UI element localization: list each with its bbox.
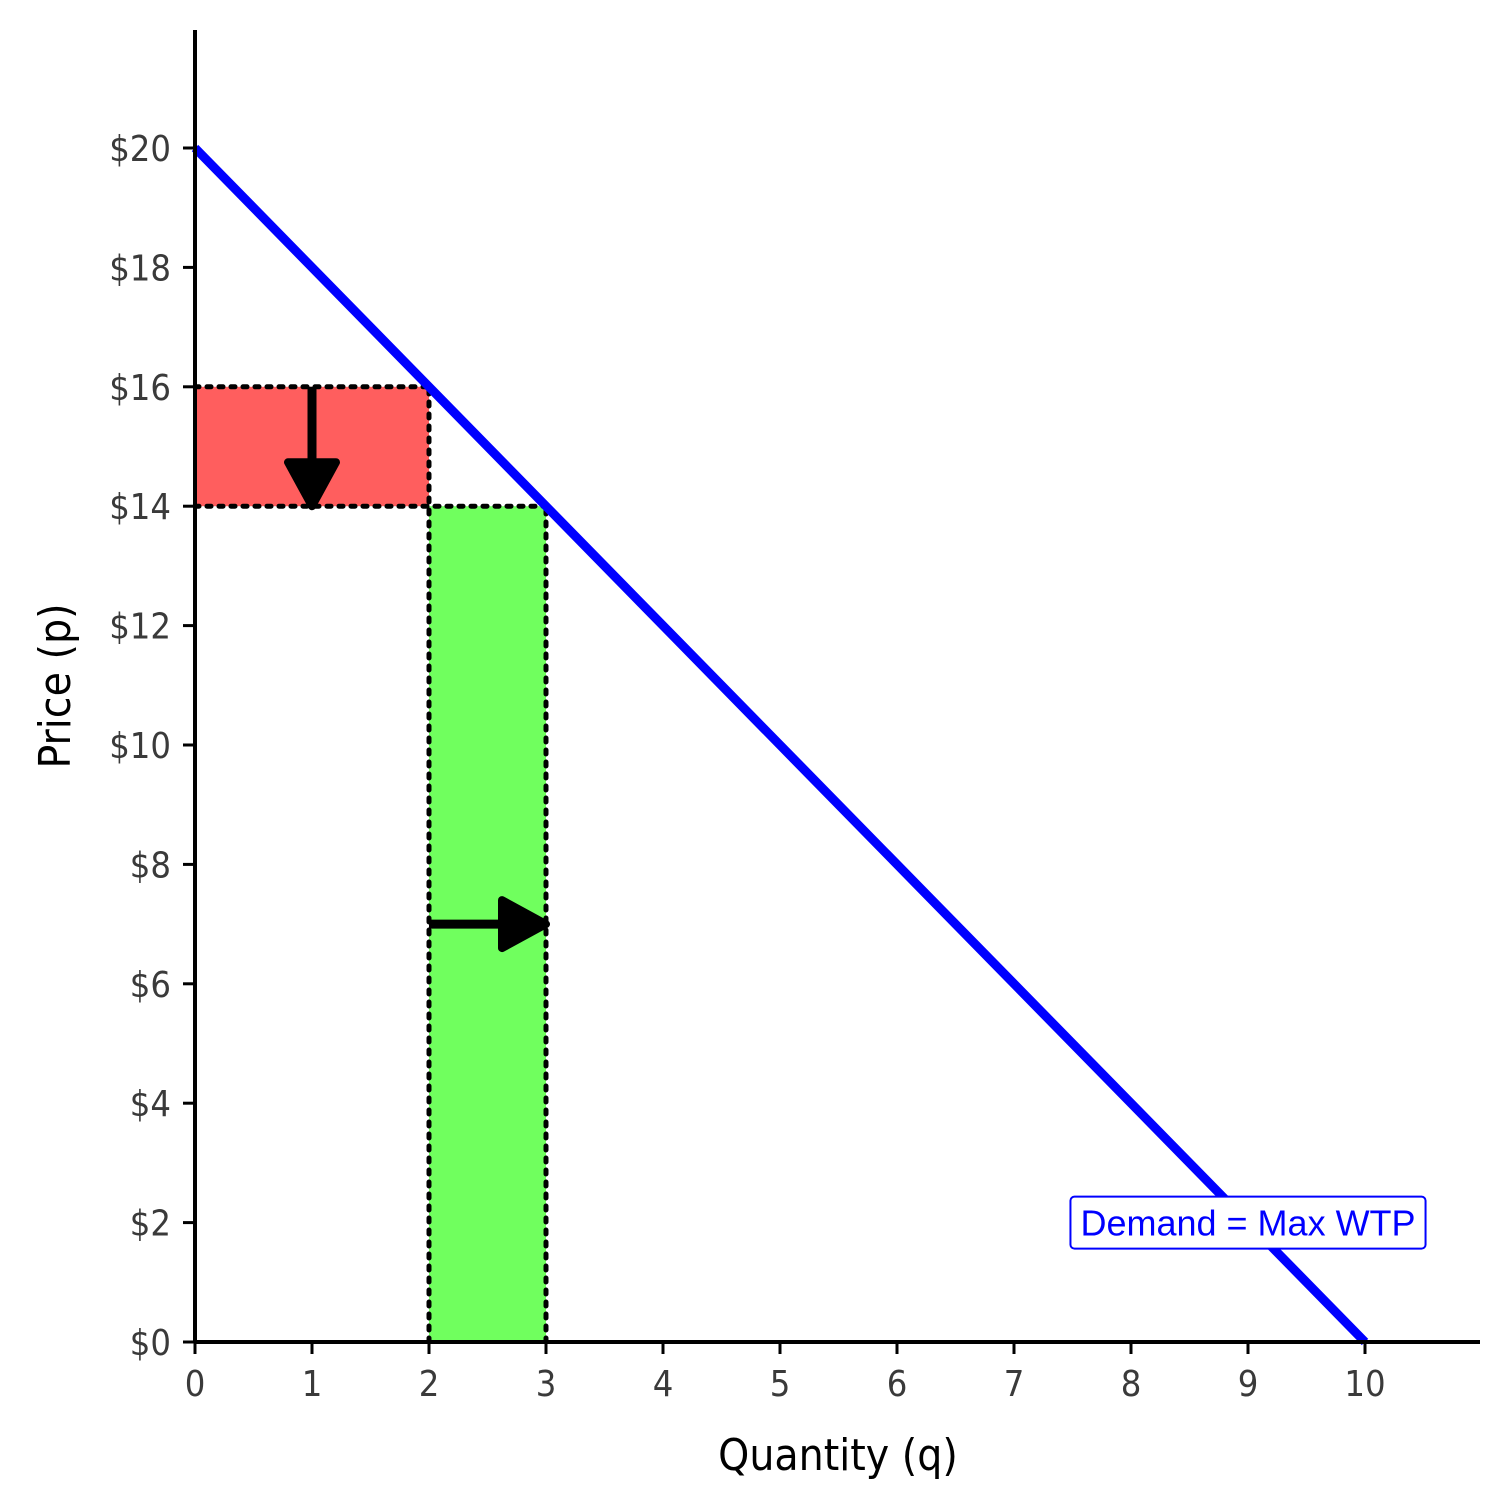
x-tick-label: 4 [653, 1364, 674, 1405]
price-drop-arrow [284, 386, 340, 511]
x-tick-label: 8 [1121, 1364, 1142, 1405]
y-tick-label: $18 [109, 248, 171, 289]
x-tick-label: 7 [1004, 1364, 1025, 1405]
y-tick-label: $16 [109, 368, 171, 409]
y-tick-label: $6 [130, 965, 171, 1006]
y-tick-label: $4 [130, 1084, 171, 1125]
x-tick-label: 9 [1238, 1364, 1259, 1405]
y-axis-title: Price (p) [30, 603, 81, 768]
x-tick-label: 0 [185, 1364, 206, 1405]
y-tick-label: $14 [109, 487, 171, 528]
x-tick-label: 10 [1344, 1364, 1385, 1405]
y-tick-label: $8 [130, 845, 171, 886]
y-tick-label: $0 [130, 1323, 171, 1364]
demand-label: Demand = Max WTP [1080, 1203, 1415, 1244]
y-tick-label: $10 [109, 726, 171, 767]
quantity-rise-arrow [429, 896, 550, 953]
x-tick-label: 6 [887, 1364, 908, 1405]
y-tick-label: $12 [109, 607, 171, 648]
x-tick-label: 3 [536, 1364, 557, 1405]
y-tick-label: $20 [109, 129, 171, 170]
demand-curve [191, 144, 1369, 1346]
x-axis-title: Quantity (q) [718, 1430, 958, 1481]
x-tick-label: 2 [419, 1364, 440, 1405]
x-tick-label: 1 [302, 1364, 323, 1405]
x-tick-label: 5 [770, 1364, 791, 1405]
demand-label-box [1069, 1195, 1427, 1250]
y-tick-label: $2 [130, 1204, 171, 1245]
